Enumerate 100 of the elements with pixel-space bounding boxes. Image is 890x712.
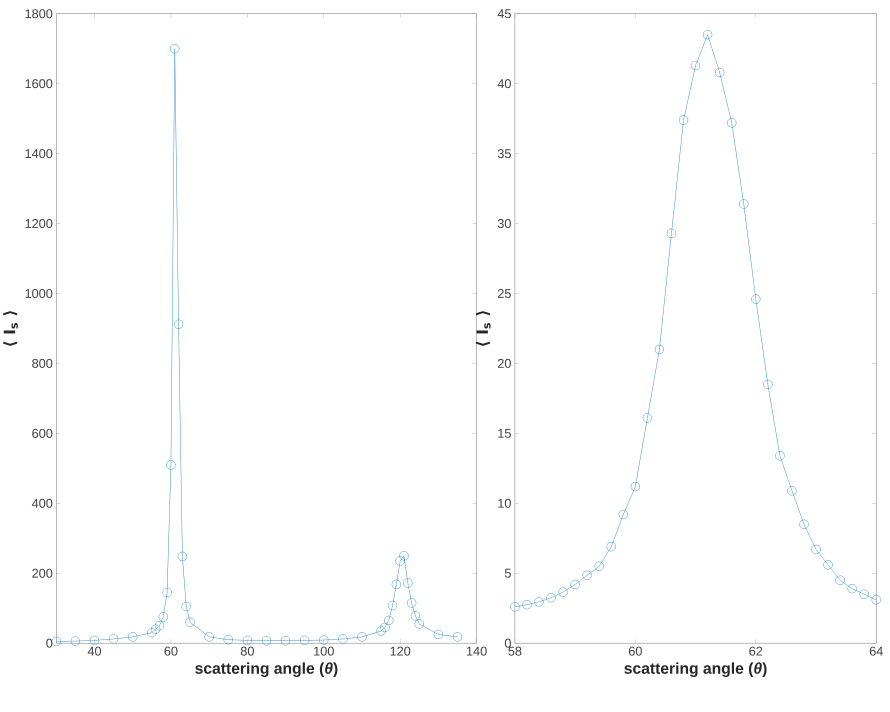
point xyxy=(380,622,390,632)
point xyxy=(280,636,290,646)
point xyxy=(414,619,424,629)
point xyxy=(262,636,272,646)
x-tick-label: 100 xyxy=(314,646,334,656)
point xyxy=(224,635,233,644)
point xyxy=(338,634,348,644)
point xyxy=(178,552,188,562)
point xyxy=(594,562,604,571)
y-axis-title: ⟨ I$_{s}$ ⟩ xyxy=(476,311,491,346)
point xyxy=(727,118,736,128)
point xyxy=(654,344,664,354)
y-tick-label: 5 xyxy=(504,568,511,578)
point xyxy=(70,636,80,646)
point xyxy=(376,626,386,636)
point xyxy=(407,598,416,608)
x-axis-title: scattering angle (θ) xyxy=(195,662,338,678)
point xyxy=(823,560,833,570)
point xyxy=(618,510,628,520)
x-tick-label: 62 xyxy=(749,646,762,656)
point xyxy=(452,632,462,642)
point xyxy=(570,580,580,590)
point xyxy=(128,632,138,642)
x-axis-title: scattering angle (θ) xyxy=(624,662,767,678)
y-tick-label: 200 xyxy=(32,568,52,578)
point xyxy=(715,68,724,78)
point xyxy=(174,320,184,329)
point xyxy=(775,451,785,460)
x-tick-label: 60 xyxy=(628,646,642,656)
point xyxy=(534,597,544,607)
point xyxy=(872,595,881,604)
x-tick-label: 80 xyxy=(240,646,254,656)
point xyxy=(434,630,443,640)
point xyxy=(90,636,100,646)
point xyxy=(510,602,520,612)
y-axis-title: ⟨ I$_{s}$ ⟩ xyxy=(3,311,18,346)
x-tick-label: 64 xyxy=(870,646,883,656)
point xyxy=(158,612,168,622)
y-tick-label: 400 xyxy=(32,498,52,508)
point xyxy=(396,556,405,566)
point xyxy=(388,600,398,610)
point xyxy=(170,44,180,54)
y-tick-label: 1600 xyxy=(26,79,52,88)
y-tick-label: 0 xyxy=(504,638,511,648)
y-tick-label: 800 xyxy=(32,358,52,368)
x-tick-label: 40 xyxy=(88,646,102,656)
y-tick-label: 20 xyxy=(498,358,511,368)
point xyxy=(300,636,310,646)
point xyxy=(546,593,556,602)
point xyxy=(799,520,809,529)
point xyxy=(666,228,676,238)
point xyxy=(836,576,845,585)
point xyxy=(678,115,688,125)
y-tick-label: 30 xyxy=(498,219,511,228)
point xyxy=(162,588,172,598)
point xyxy=(204,632,214,642)
point xyxy=(703,30,712,40)
point xyxy=(848,584,857,594)
y-tick-label: 35 xyxy=(498,149,511,158)
point xyxy=(166,460,176,470)
point xyxy=(384,616,394,626)
x-tick-label: 60 xyxy=(164,646,178,656)
point xyxy=(558,588,568,597)
y-tick-label: 1200 xyxy=(26,219,52,228)
point xyxy=(860,590,869,599)
point xyxy=(763,380,772,390)
y-tick-label: 1400 xyxy=(26,149,52,158)
point xyxy=(787,486,797,496)
point xyxy=(811,544,821,554)
point xyxy=(403,578,412,588)
point xyxy=(399,551,409,560)
y-tick-label: 25 xyxy=(498,289,511,298)
point xyxy=(739,199,748,209)
point xyxy=(154,621,164,630)
x-tick-label: 120 xyxy=(390,646,410,656)
point xyxy=(52,636,61,646)
point xyxy=(242,636,252,646)
point xyxy=(410,611,420,621)
x-tick-label: 58 xyxy=(508,646,522,656)
point xyxy=(147,628,156,638)
y-tick-label: 15 xyxy=(498,428,511,438)
y-tick-label: 45 xyxy=(498,9,511,18)
x-tick-label: 140 xyxy=(466,646,487,656)
point xyxy=(630,482,640,492)
y-tick-label: 1800 xyxy=(26,9,52,18)
point xyxy=(392,580,401,590)
point xyxy=(690,60,700,70)
y-tick-label: 40 xyxy=(498,79,511,88)
point xyxy=(151,624,160,634)
point xyxy=(182,602,191,612)
point xyxy=(582,570,592,580)
point xyxy=(642,413,652,423)
point xyxy=(319,635,328,645)
y-tick-label: 10 xyxy=(498,498,511,508)
point xyxy=(606,542,616,552)
point xyxy=(357,632,367,642)
point xyxy=(109,634,118,644)
y-tick-label: 1000 xyxy=(26,289,52,298)
point xyxy=(185,618,195,627)
point xyxy=(522,600,532,610)
